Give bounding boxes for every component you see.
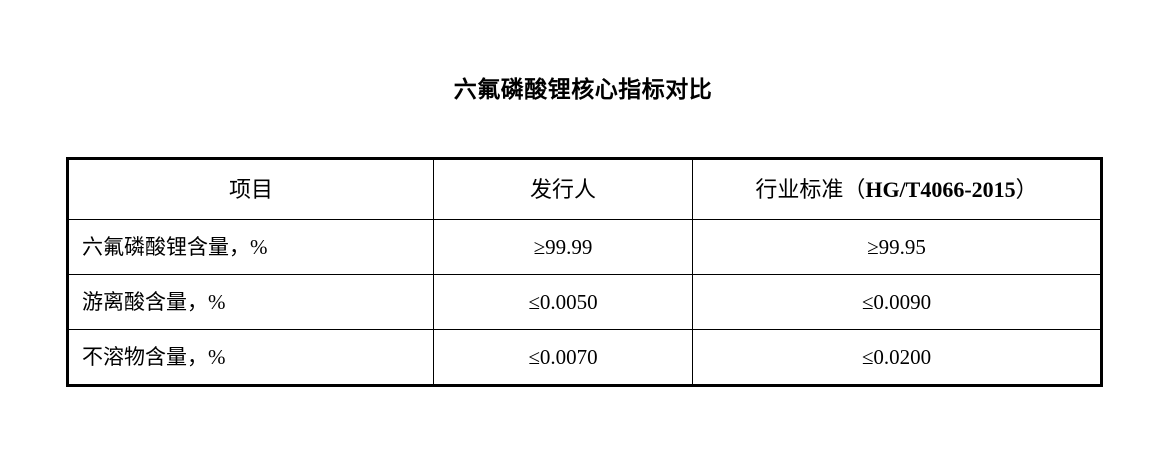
column-header-standard: 行业标准（HG/T4066-2015） (692, 158, 1102, 220)
comparison-table: 项目 发行人 行业标准（HG/T4066-2015） 六氟磷酸锂含量，% ≥99… (66, 157, 1103, 387)
table-row: 不溶物含量，% ≤0.0070 ≤0.0200 (67, 329, 1102, 386)
table-row: 六氟磷酸锂含量，% ≥99.99 ≥99.95 (67, 219, 1102, 275)
column-header-standard-prefix: 行业标准（ (755, 176, 866, 202)
table-header: 项目 发行人 行业标准（HG/T4066-2015） (67, 158, 1102, 220)
cell-item-name: 游离酸含量，% (67, 274, 434, 330)
cell-standard-value: ≤0.0090 (692, 274, 1102, 330)
table-body: 六氟磷酸锂含量，% ≥99.99 ≥99.95 游离酸含量，% ≤0.0050 … (67, 219, 1102, 386)
spec-table-container: 项目 发行人 行业标准（HG/T4066-2015） 六氟磷酸锂含量，% ≥99… (66, 157, 1103, 387)
table-header-row: 项目 发行人 行业标准（HG/T4066-2015） (67, 158, 1102, 220)
cell-standard-value: ≤0.0200 (692, 329, 1102, 386)
cell-item-name: 不溶物含量，% (67, 329, 434, 386)
column-header-item: 项目 (67, 158, 434, 220)
cell-standard-value: ≥99.95 (692, 219, 1102, 275)
page-title: 六氟磷酸锂核心指标对比 (453, 76, 713, 102)
cell-issuer-value: ≤0.0050 (433, 274, 693, 330)
column-header-standard-code: HG/T4066-2015 (865, 176, 1016, 202)
column-header-issuer: 发行人 (433, 158, 693, 220)
cell-item-name: 六氟磷酸锂含量，% (67, 219, 434, 275)
cell-issuer-value: ≥99.99 (433, 219, 693, 275)
cell-issuer-value: ≤0.0070 (433, 329, 693, 386)
column-header-standard-suffix: ） (1015, 176, 1038, 202)
table-row: 游离酸含量，% ≤0.0050 ≤0.0090 (67, 274, 1102, 330)
